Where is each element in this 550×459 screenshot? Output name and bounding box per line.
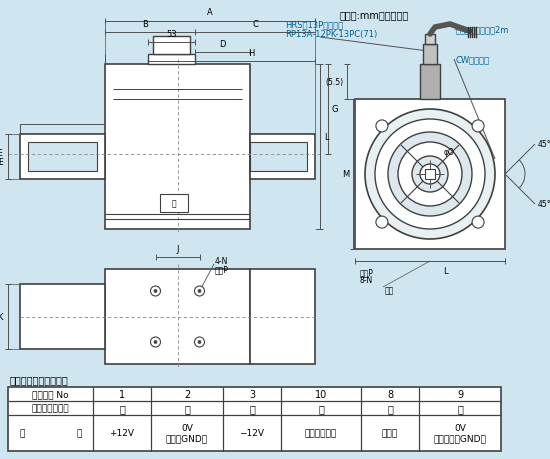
Circle shape: [375, 120, 485, 230]
Text: (5.5): (5.5): [325, 78, 343, 87]
Circle shape: [472, 121, 484, 133]
Text: 0V
（電源GND）: 0V （電源GND）: [166, 423, 208, 443]
Bar: [425, 35, 435, 45]
Text: L: L: [443, 266, 447, 275]
Bar: [425, 170, 435, 179]
Text: D: D: [219, 40, 226, 49]
Text: 軸受: 軸受: [385, 285, 394, 294]
Text: 黄: 黄: [318, 403, 324, 413]
Circle shape: [472, 217, 484, 229]
Circle shape: [376, 217, 388, 229]
Bar: [148, 55, 195, 65]
Text: φE: φE: [0, 149, 3, 157]
Text: 絶縁シースの色: 絶縁シースの色: [32, 403, 69, 413]
Text: J: J: [176, 245, 179, 253]
Text: φO: φO: [444, 148, 455, 157]
Bar: [250, 269, 315, 364]
Circle shape: [412, 157, 448, 193]
Text: コネクタ No: コネクタ No: [32, 390, 69, 398]
Bar: [20, 285, 105, 349]
Bar: [28, 143, 97, 172]
Circle shape: [398, 143, 462, 207]
Bar: [420, 65, 440, 100]
Circle shape: [388, 133, 472, 217]
Bar: [105, 65, 250, 230]
Text: K: K: [0, 312, 3, 321]
Text: 深さP: 深さP: [215, 265, 229, 274]
Circle shape: [198, 341, 201, 344]
Text: 45°: 45°: [538, 200, 550, 209]
Bar: [105, 269, 250, 364]
Text: 灰: 灰: [457, 403, 463, 413]
Text: H: H: [248, 49, 255, 58]
Text: 深さP: 深さP: [360, 268, 374, 276]
Text: 8: 8: [387, 389, 393, 399]
Text: C: C: [252, 20, 258, 29]
Circle shape: [154, 290, 157, 293]
Text: 能: 能: [76, 429, 82, 437]
Bar: [20, 134, 105, 179]
Text: ゼロリセット: ゼロリセット: [305, 429, 337, 437]
Text: M: M: [342, 170, 349, 179]
Text: 8-N: 8-N: [360, 275, 373, 285]
Bar: [8, 387, 501, 451]
Text: 橙: 橙: [387, 403, 393, 413]
Text: 9: 9: [457, 389, 463, 399]
Circle shape: [151, 286, 161, 297]
Text: 入出力ケーブル配線表: 入出力ケーブル配線表: [10, 374, 69, 384]
Text: 4-N: 4-N: [215, 257, 228, 266]
Text: CW回転方向: CW回転方向: [456, 55, 490, 64]
Bar: [250, 143, 307, 172]
Circle shape: [195, 286, 205, 297]
Text: −12V: −12V: [239, 429, 265, 437]
Text: HRS　13Pコネクタ: HRS 13Pコネクタ: [285, 20, 343, 29]
Circle shape: [198, 290, 201, 293]
Text: 53: 53: [166, 30, 177, 39]
Text: 機: 機: [19, 429, 25, 437]
Bar: [160, 195, 188, 213]
Text: 出　力: 出 力: [382, 429, 398, 437]
Text: B: B: [142, 20, 148, 29]
Text: E: E: [0, 157, 3, 167]
Bar: [423, 45, 437, 65]
Text: 赤: 赤: [119, 403, 125, 413]
Bar: [250, 134, 315, 179]
Circle shape: [195, 337, 205, 347]
Text: +12V: +12V: [109, 429, 135, 437]
Text: 45°: 45°: [538, 140, 550, 149]
Text: 2: 2: [184, 389, 190, 399]
Text: 3: 3: [249, 389, 255, 399]
Text: 図: 図: [171, 199, 176, 208]
Text: A: A: [207, 8, 213, 17]
Text: L: L: [324, 133, 329, 142]
Text: 10: 10: [315, 389, 327, 399]
Text: G: G: [332, 105, 338, 114]
Circle shape: [420, 165, 440, 185]
Circle shape: [154, 341, 157, 344]
Circle shape: [151, 337, 161, 347]
Text: RP13A-12PK-13PC(71): RP13A-12PK-13PC(71): [285, 30, 377, 39]
Text: （単位:mm）縮尺不定: （単位:mm）縮尺不定: [340, 10, 409, 20]
Text: 入出力ケーブル　2m: 入出力ケーブル 2m: [456, 25, 509, 34]
Text: 白: 白: [249, 403, 255, 413]
Bar: [355, 100, 505, 249]
Circle shape: [376, 121, 388, 133]
Text: 0V
（アナログGND）: 0V （アナログGND）: [433, 423, 486, 443]
Text: 1: 1: [119, 389, 125, 399]
Circle shape: [365, 110, 495, 240]
Bar: [153, 37, 190, 55]
Text: 黒: 黒: [184, 403, 190, 413]
